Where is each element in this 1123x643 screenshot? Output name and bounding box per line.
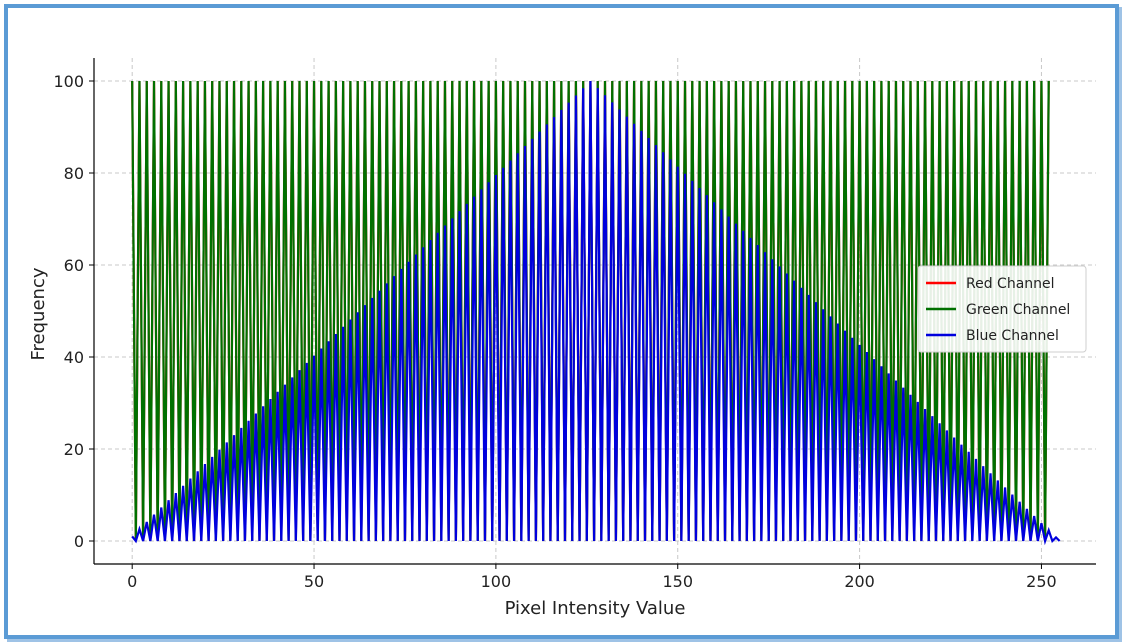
x-tick-label: 100 bbox=[481, 572, 512, 591]
x-axis-label: Pixel Intensity Value bbox=[505, 598, 686, 619]
tick-labels: 0 50 100 150 200 250 0 20 40 60 80 100 bbox=[53, 72, 1056, 591]
x-tick-label: 200 bbox=[844, 572, 875, 591]
series-layer bbox=[131, 80, 1061, 546]
x-tick-label: 250 bbox=[1026, 572, 1057, 591]
legend: Red Channel Green Channel Blue Channel bbox=[917, 265, 1087, 353]
y-tick-label: 60 bbox=[64, 256, 84, 275]
series-line-blue-channel bbox=[131, 80, 1061, 546]
legend-label: Blue Channel bbox=[966, 328, 1059, 344]
y-tick-label: 100 bbox=[53, 72, 84, 91]
legend-label: Red Channel bbox=[966, 276, 1055, 292]
y-tick-label: 0 bbox=[74, 532, 84, 551]
legend-box bbox=[917, 265, 1087, 353]
y-tick-label: 80 bbox=[64, 164, 84, 183]
legend-label: Green Channel bbox=[966, 302, 1070, 318]
x-tick-label: 0 bbox=[127, 572, 137, 591]
y-tick-label: 20 bbox=[64, 440, 84, 459]
axes bbox=[93, 58, 1096, 565]
y-tick-label: 40 bbox=[64, 348, 84, 367]
x-tick-label: 150 bbox=[662, 572, 693, 591]
x-tick-label: 50 bbox=[304, 572, 324, 591]
y-axis-label: Frequency bbox=[28, 267, 49, 360]
